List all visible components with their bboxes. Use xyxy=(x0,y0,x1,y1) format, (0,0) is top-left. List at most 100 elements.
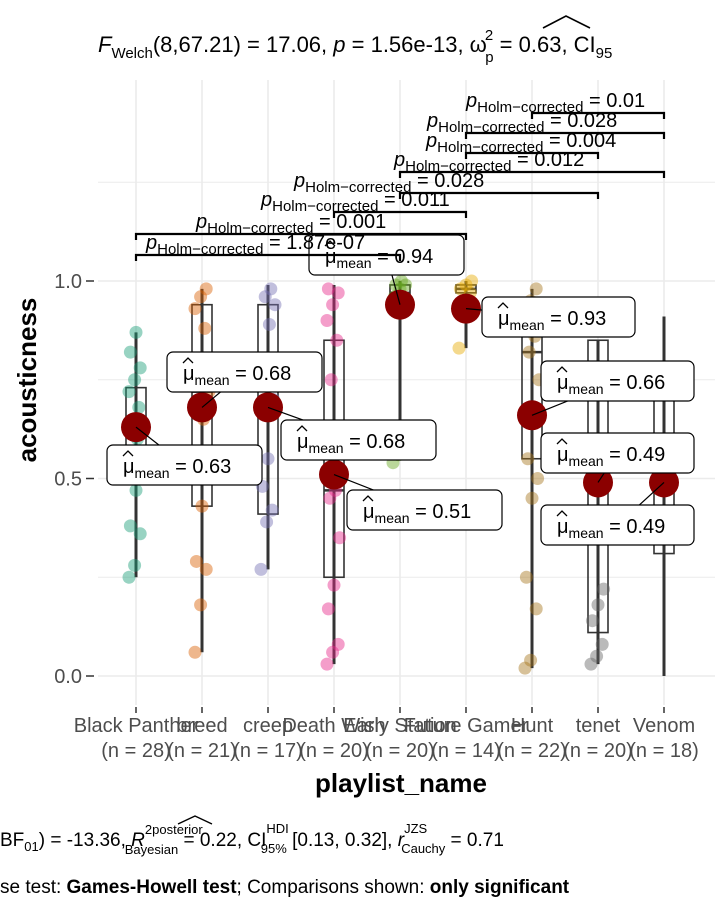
caption-test: se test: Games-Howell test; Comparisons … xyxy=(0,877,570,898)
data-point xyxy=(595,637,609,651)
x-tick-count: (n = 20) xyxy=(563,740,632,762)
data-point xyxy=(323,491,337,505)
caption-bayes: BF01) = -13.36, R2posterior Bayesian = 0.… xyxy=(0,821,504,857)
significance-bar xyxy=(332,210,468,218)
data-point xyxy=(519,570,533,584)
mean-hat-icon xyxy=(556,366,568,373)
data-point xyxy=(330,333,344,347)
data-point xyxy=(518,661,532,675)
x-tick-label: breed xyxy=(176,715,227,737)
data-point xyxy=(331,637,345,651)
data-point xyxy=(128,558,142,572)
significance-label: pHolm−corrected = 0.028 xyxy=(293,170,484,196)
data-point xyxy=(264,282,278,296)
data-point xyxy=(195,499,209,513)
x-tick-label: Black Panther xyxy=(74,715,199,737)
data-point xyxy=(258,290,272,304)
x-tick-count: (n = 20) xyxy=(299,740,368,762)
data-point xyxy=(132,400,146,414)
data-point xyxy=(531,472,545,485)
mean-label-text: μmean = 0.94 xyxy=(325,246,433,271)
x-tick-label: creep xyxy=(243,715,293,737)
data-point xyxy=(122,385,136,399)
data-point xyxy=(188,302,202,316)
significance-label: pHolm−corrected = 0.001 xyxy=(195,211,386,237)
mean-label-box xyxy=(540,360,695,402)
data-point xyxy=(389,278,403,292)
mean-label-text: μmean = 0.49 xyxy=(557,516,665,541)
data-point xyxy=(189,554,203,568)
data-point xyxy=(133,361,147,375)
mean-hat-icon xyxy=(122,450,134,457)
data-point xyxy=(320,657,334,671)
data-point xyxy=(260,515,274,529)
mean-hat-icon xyxy=(362,495,374,502)
significance-label: pHolm−corrected = 0.004 xyxy=(425,130,616,156)
data-point xyxy=(326,645,340,659)
significance-bars: pHolm−corrected = 1.87e-07pHolm−correcte… xyxy=(134,90,666,261)
data-point xyxy=(465,274,479,288)
y-tick-label: 0.0 xyxy=(54,666,82,688)
mean-label-text: μmean = 0.93 xyxy=(498,308,606,333)
data-point xyxy=(324,373,338,387)
mean-label-box xyxy=(280,419,437,461)
data-point xyxy=(326,298,340,312)
x-tick-count: (n = 20) xyxy=(365,740,434,762)
data-point xyxy=(321,282,335,296)
data-point xyxy=(262,317,276,331)
data-point xyxy=(591,598,605,612)
data-point xyxy=(399,278,413,292)
data-point xyxy=(585,614,599,628)
data-point xyxy=(122,570,136,584)
mean-label-text: μmean = 0.63 xyxy=(123,456,231,481)
y-axis-title: acousticness xyxy=(12,298,42,463)
data-point xyxy=(522,345,536,359)
mean-hat-icon xyxy=(296,425,308,432)
significance-label: pHolm−corrected = 1.87e-07 xyxy=(145,232,365,258)
data-point xyxy=(188,645,202,659)
significance-bar xyxy=(530,111,666,119)
data-point xyxy=(123,519,137,533)
data-point xyxy=(525,491,539,505)
significance-bar xyxy=(134,232,468,240)
data-point xyxy=(321,602,335,616)
mean-label-text: μmean = 0.68 xyxy=(183,363,291,388)
x-axis-title: playlist_name xyxy=(315,768,487,798)
significance-bar xyxy=(398,170,666,178)
significance-bar xyxy=(134,253,402,261)
mean-hat-icon xyxy=(324,240,336,247)
data-point xyxy=(584,657,598,671)
data-point xyxy=(590,649,604,663)
x-tick-label: Early Station xyxy=(343,715,456,737)
data-point xyxy=(265,503,279,517)
significance-label: pHolm−corrected = 0.028 xyxy=(426,110,617,136)
data-point xyxy=(123,345,137,359)
significance-label: pHolm−corrected = 0.01 xyxy=(465,90,645,116)
x-tick-count: (n = 14) xyxy=(431,740,500,762)
omega-hat-icon xyxy=(542,15,591,29)
mean-label-box xyxy=(346,489,503,531)
data-point xyxy=(333,531,347,545)
data-point xyxy=(597,582,611,596)
x-tick-label: Hunt xyxy=(511,715,554,737)
mean-label-box xyxy=(166,351,323,393)
data-point xyxy=(394,274,408,288)
data-point xyxy=(198,321,212,335)
x-tick-label: Venom xyxy=(633,715,695,737)
data-point xyxy=(133,527,147,541)
mean-label-box xyxy=(481,296,636,338)
x-tick-label: Death Wish xyxy=(282,715,385,737)
data-point xyxy=(320,314,334,327)
mean-hat-icon xyxy=(556,438,568,445)
data-point xyxy=(194,290,208,304)
data-point xyxy=(261,452,275,466)
x-tick-label: Future Gamer xyxy=(404,715,529,737)
significance-label: pHolm−corrected = 0.012 xyxy=(393,149,584,175)
data-point xyxy=(129,483,143,497)
data-point xyxy=(327,578,341,592)
x-tick-count: (n = 28) xyxy=(101,740,170,762)
data-point xyxy=(331,286,345,300)
x-tick-count: (n = 21) xyxy=(167,740,236,762)
data-point xyxy=(529,602,543,616)
